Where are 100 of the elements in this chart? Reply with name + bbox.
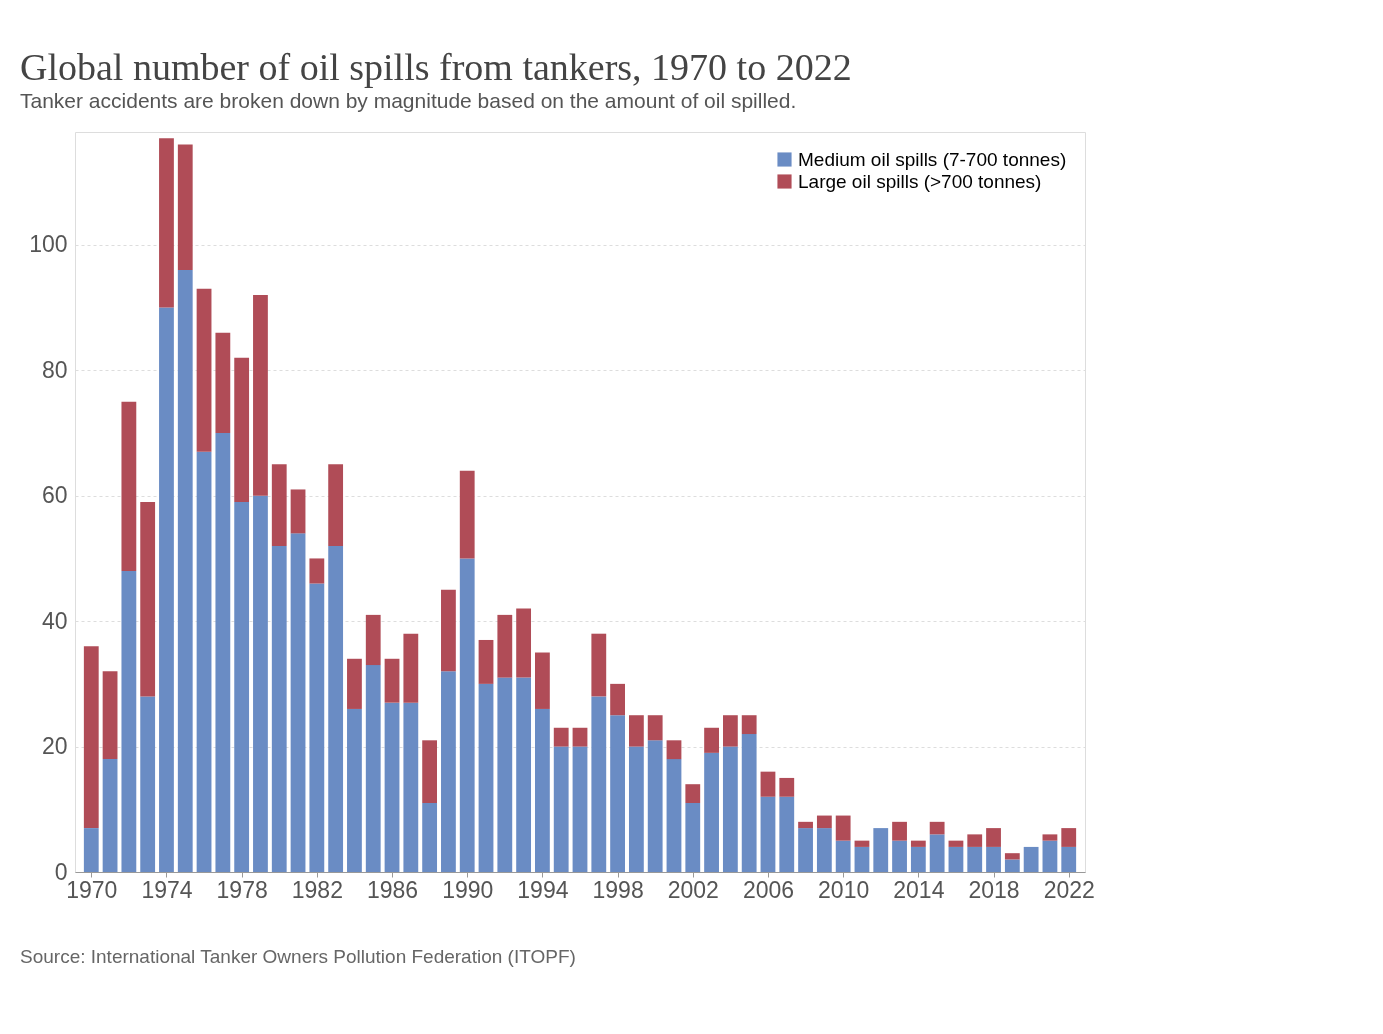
bar <box>159 138 174 308</box>
bar <box>365 665 381 872</box>
bar <box>1042 834 1058 841</box>
bar <box>271 464 287 546</box>
bar <box>478 683 494 872</box>
y-tick-label: 20 <box>41 733 68 760</box>
y-tick-label: 0 <box>54 858 68 885</box>
x-tick-label: 2014 <box>893 876 945 903</box>
bar <box>553 746 569 872</box>
x-tick-label: 2018 <box>968 876 1020 903</box>
bar <box>253 295 268 496</box>
bar <box>892 840 907 872</box>
bar <box>347 658 362 709</box>
bar <box>177 144 193 270</box>
bar <box>722 746 738 872</box>
bar <box>459 470 475 559</box>
y-tick-label: 100 <box>29 231 68 258</box>
bar <box>516 608 532 678</box>
bar <box>873 828 889 872</box>
bar <box>516 677 532 872</box>
legend-label: Medium oil spills (7-700 tonnes) <box>798 148 1067 170</box>
bar <box>704 727 719 753</box>
bar <box>196 288 212 452</box>
bar <box>459 558 475 872</box>
bar <box>779 777 795 797</box>
bar <box>1004 853 1020 860</box>
bar <box>986 846 1001 872</box>
bar <box>572 746 588 872</box>
bar <box>854 846 870 872</box>
bar <box>967 846 983 872</box>
bar <box>441 589 456 672</box>
bar <box>835 815 851 841</box>
bar <box>741 734 757 872</box>
bar <box>741 715 757 735</box>
bar <box>986 828 1001 847</box>
bar <box>1004 859 1020 872</box>
x-tick-label: 2006 <box>742 876 795 903</box>
bar <box>177 269 193 872</box>
bar <box>553 727 569 747</box>
bar <box>704 752 719 872</box>
bar <box>102 671 118 760</box>
bar <box>948 846 964 872</box>
x-tick-label: 2002 <box>667 876 719 903</box>
bar <box>760 771 776 797</box>
x-tick-label: 1990 <box>442 876 494 903</box>
bar <box>685 803 701 872</box>
bar <box>948 840 964 847</box>
bar <box>140 696 156 872</box>
x-tick-label: 1994 <box>517 876 569 903</box>
bar <box>215 433 231 872</box>
bar <box>441 671 456 872</box>
bar <box>121 570 137 872</box>
chart-title: Global number of oil spills from tankers, 1970 to 2022 <box>20 46 852 88</box>
bar <box>159 307 174 872</box>
bar <box>497 677 513 872</box>
bar <box>422 740 438 804</box>
bar <box>854 840 870 847</box>
bar <box>1061 828 1077 847</box>
bar <box>403 633 419 703</box>
bar <box>309 558 325 584</box>
x-tick-label: 2022 <box>1043 876 1095 903</box>
bar <box>892 821 907 841</box>
bar <box>196 451 212 872</box>
bar <box>83 828 99 872</box>
bar <box>666 759 682 872</box>
bar <box>83 646 99 829</box>
bar <box>835 840 851 872</box>
y-tick-label: 80 <box>41 356 68 383</box>
bar <box>535 708 550 872</box>
bar <box>591 633 607 697</box>
bar <box>290 489 306 534</box>
bar <box>798 821 813 829</box>
bar <box>591 696 607 872</box>
bar <box>102 759 118 872</box>
bar <box>929 834 945 872</box>
chart-subtitle: Tanker accidents are broken down by magnitude based on the amount of oil spilled. <box>20 89 797 112</box>
x-tick-label: 2010 <box>818 876 870 903</box>
bar <box>816 828 832 872</box>
bar <box>685 784 701 804</box>
x-tick-label: 1986 <box>366 876 419 903</box>
bar <box>271 545 287 872</box>
bar <box>910 846 926 872</box>
bar <box>1023 846 1039 872</box>
bar <box>1042 840 1058 872</box>
bar <box>910 840 926 847</box>
x-tick-label: 1998 <box>592 876 644 903</box>
legend-label: Large oil spills (>700 tonnes) <box>798 170 1042 192</box>
bar <box>779 796 795 872</box>
bar <box>647 740 663 872</box>
bar <box>403 702 419 872</box>
bar <box>647 715 663 741</box>
bar <box>234 357 250 502</box>
bar <box>572 727 588 747</box>
source-note: Source: International Tanker Owners Pollution Federation (ITOPF) <box>20 946 576 967</box>
bar <box>140 502 156 697</box>
bar <box>722 715 738 747</box>
bar <box>365 614 381 666</box>
bar <box>347 708 362 872</box>
bar <box>328 464 344 546</box>
x-tick-label: 1978 <box>216 876 268 903</box>
